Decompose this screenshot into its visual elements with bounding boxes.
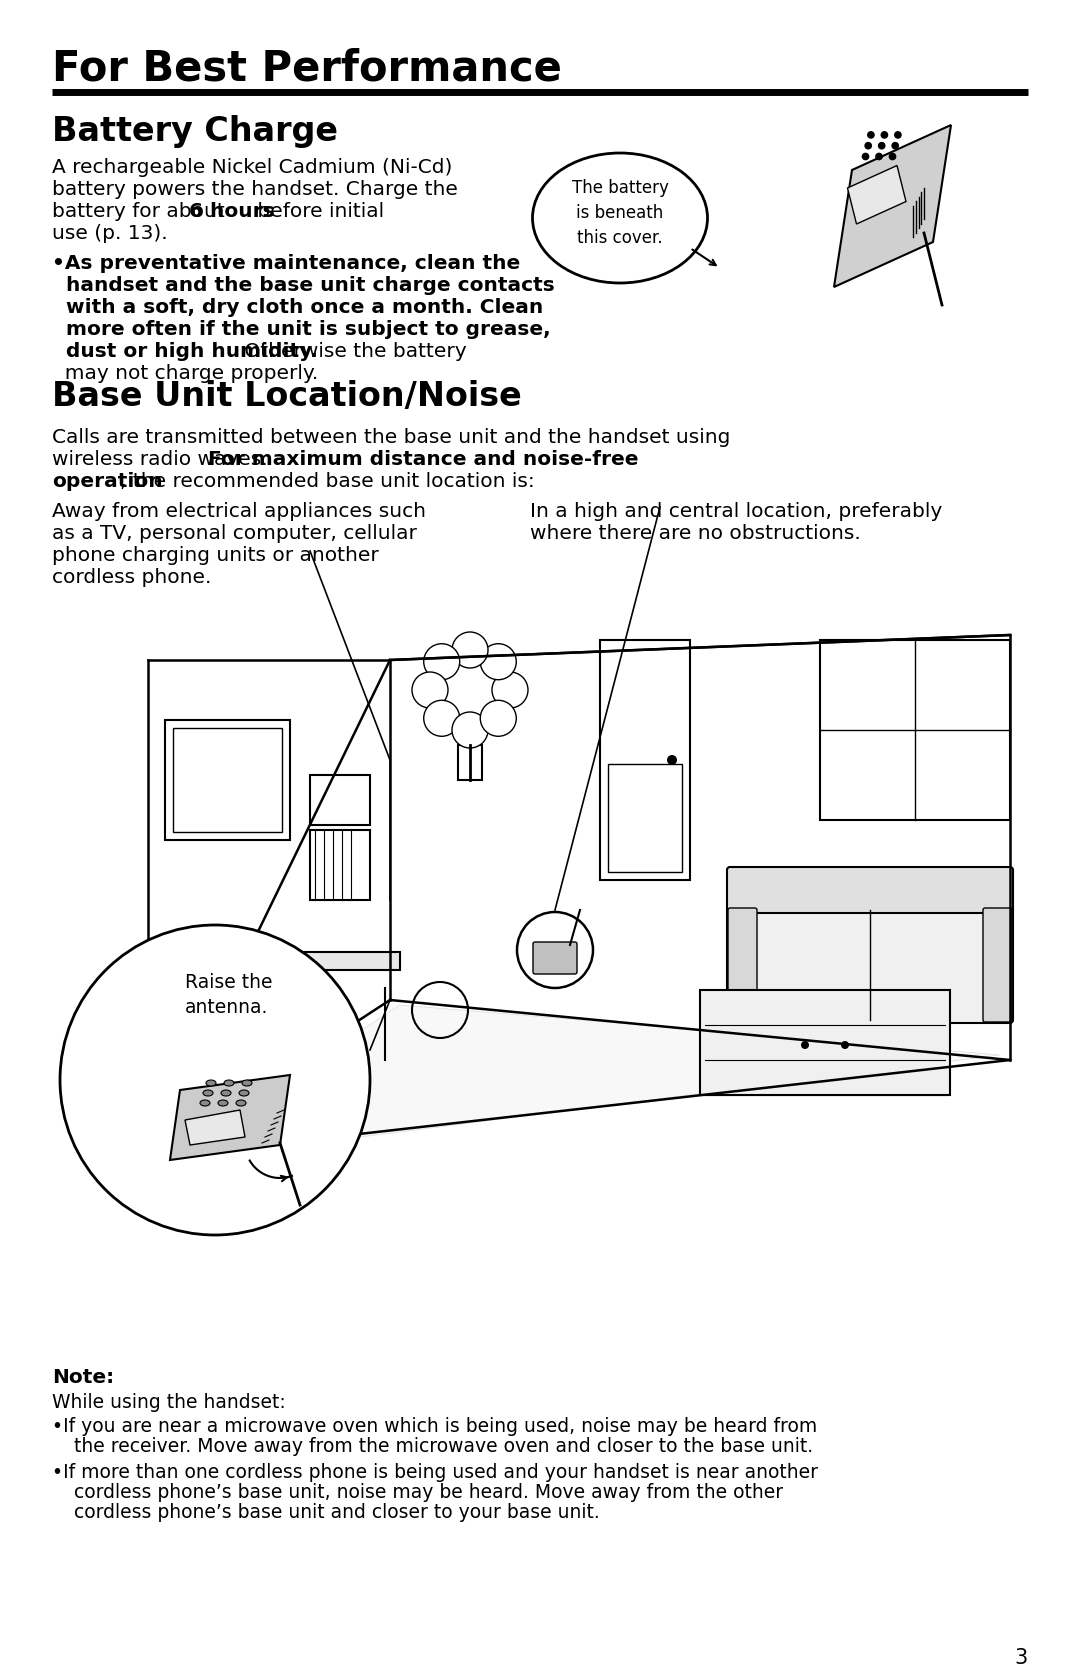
Circle shape <box>60 925 370 1235</box>
FancyBboxPatch shape <box>983 908 1012 1021</box>
Text: battery powers the handset. Charge the: battery powers the handset. Charge the <box>52 180 458 199</box>
Circle shape <box>492 673 528 708</box>
Bar <box>700 990 950 1095</box>
Ellipse shape <box>221 1090 231 1097</box>
FancyBboxPatch shape <box>727 906 1013 1023</box>
Text: more often if the unit is subject to grease,: more often if the unit is subject to gre… <box>52 320 551 339</box>
FancyBboxPatch shape <box>728 908 757 1021</box>
Bar <box>165 719 291 840</box>
Circle shape <box>892 142 899 149</box>
Text: Base Unit Location/Noise: Base Unit Location/Noise <box>52 381 522 412</box>
Text: 3: 3 <box>1015 1647 1028 1667</box>
Circle shape <box>517 911 593 988</box>
Circle shape <box>423 644 460 679</box>
Polygon shape <box>170 1075 291 1160</box>
Ellipse shape <box>532 154 707 284</box>
Text: where there are no obstructions.: where there are no obstructions. <box>530 524 861 542</box>
Text: may not charge properly.: may not charge properly. <box>52 364 319 382</box>
Text: Battery Charge: Battery Charge <box>52 115 338 149</box>
Polygon shape <box>158 1005 1000 1163</box>
Circle shape <box>894 132 901 139</box>
Circle shape <box>453 633 488 668</box>
Circle shape <box>426 644 515 734</box>
Text: For Best Performance: For Best Performance <box>52 48 562 90</box>
Circle shape <box>862 154 868 160</box>
Circle shape <box>889 154 895 160</box>
Text: dust or high humidity.: dust or high humidity. <box>52 342 318 361</box>
Text: cordless phone.: cordless phone. <box>52 567 212 587</box>
Text: battery for about: battery for about <box>52 202 231 220</box>
Text: operation: operation <box>52 472 163 491</box>
Text: before initial: before initial <box>251 202 384 220</box>
Text: For maximum distance and noise-free: For maximum distance and noise-free <box>208 451 638 469</box>
Ellipse shape <box>224 1080 234 1087</box>
Text: Otherwise the battery: Otherwise the battery <box>238 342 467 361</box>
Bar <box>310 774 370 824</box>
Ellipse shape <box>237 1100 246 1107</box>
Text: handset and the base unit charge contacts: handset and the base unit charge contact… <box>52 275 555 295</box>
Text: with a soft, dry cloth once a month. Clean: with a soft, dry cloth once a month. Cle… <box>52 299 543 317</box>
Polygon shape <box>834 125 951 287</box>
Ellipse shape <box>203 1090 213 1097</box>
Bar <box>600 639 690 880</box>
Text: Note:: Note: <box>52 1369 114 1387</box>
Bar <box>820 639 1010 819</box>
Ellipse shape <box>242 1080 252 1087</box>
Text: phone charging units or another: phone charging units or another <box>52 546 379 566</box>
Text: A rechargeable Nickel Cadmium (Ni-Cd): A rechargeable Nickel Cadmium (Ni-Cd) <box>52 159 453 177</box>
Circle shape <box>876 154 882 160</box>
Bar <box>173 728 282 833</box>
Text: , the recommended base unit location is:: , the recommended base unit location is: <box>120 472 535 491</box>
Text: as a TV, personal computer, cellular: as a TV, personal computer, cellular <box>52 524 417 542</box>
Bar <box>230 951 400 970</box>
Circle shape <box>841 1041 849 1050</box>
Circle shape <box>423 701 460 736</box>
Circle shape <box>878 142 885 149</box>
Bar <box>458 744 482 779</box>
Polygon shape <box>185 1110 245 1145</box>
Text: Away from electrical appliances such: Away from electrical appliances such <box>52 502 426 521</box>
Text: 6 hours: 6 hours <box>189 202 274 220</box>
Circle shape <box>801 1041 809 1050</box>
FancyBboxPatch shape <box>534 941 577 975</box>
Text: •If you are near a microwave oven which is being used, noise may be heard from: •If you are near a microwave oven which … <box>52 1417 818 1435</box>
Text: the receiver. Move away from the microwave oven and closer to the base unit.: the receiver. Move away from the microwa… <box>62 1437 813 1455</box>
Circle shape <box>865 142 872 149</box>
FancyBboxPatch shape <box>727 866 1013 913</box>
Circle shape <box>411 673 448 708</box>
Ellipse shape <box>218 1100 228 1107</box>
Text: In a high and central location, preferably: In a high and central location, preferab… <box>530 502 942 521</box>
Text: wireless radio waves.: wireless radio waves. <box>52 451 274 469</box>
Text: •As preventative maintenance, clean the: •As preventative maintenance, clean the <box>52 254 521 274</box>
Circle shape <box>867 132 874 139</box>
Ellipse shape <box>200 1100 210 1107</box>
Ellipse shape <box>206 1080 216 1087</box>
Circle shape <box>667 754 677 764</box>
Text: use (p. 13).: use (p. 13). <box>52 224 167 244</box>
Polygon shape <box>848 165 906 224</box>
Circle shape <box>481 701 516 736</box>
Ellipse shape <box>239 1090 249 1097</box>
Circle shape <box>881 132 888 139</box>
Circle shape <box>481 644 516 679</box>
Text: cordless phone’s base unit and closer to your base unit.: cordless phone’s base unit and closer to… <box>62 1504 599 1522</box>
Text: The battery
is beneath
this cover.: The battery is beneath this cover. <box>571 179 669 247</box>
Text: Raise the
antenna.: Raise the antenna. <box>185 973 272 1016</box>
Bar <box>608 764 681 871</box>
Text: cordless phone’s base unit, noise may be heard. Move away from the other: cordless phone’s base unit, noise may be… <box>62 1484 783 1502</box>
Text: Calls are transmitted between the base unit and the handset using: Calls are transmitted between the base u… <box>52 427 730 447</box>
Text: While using the handset:: While using the handset: <box>52 1394 286 1412</box>
Circle shape <box>453 713 488 748</box>
Text: •If more than one cordless phone is being used and your handset is near another: •If more than one cordless phone is bein… <box>52 1464 818 1482</box>
Bar <box>310 829 370 900</box>
